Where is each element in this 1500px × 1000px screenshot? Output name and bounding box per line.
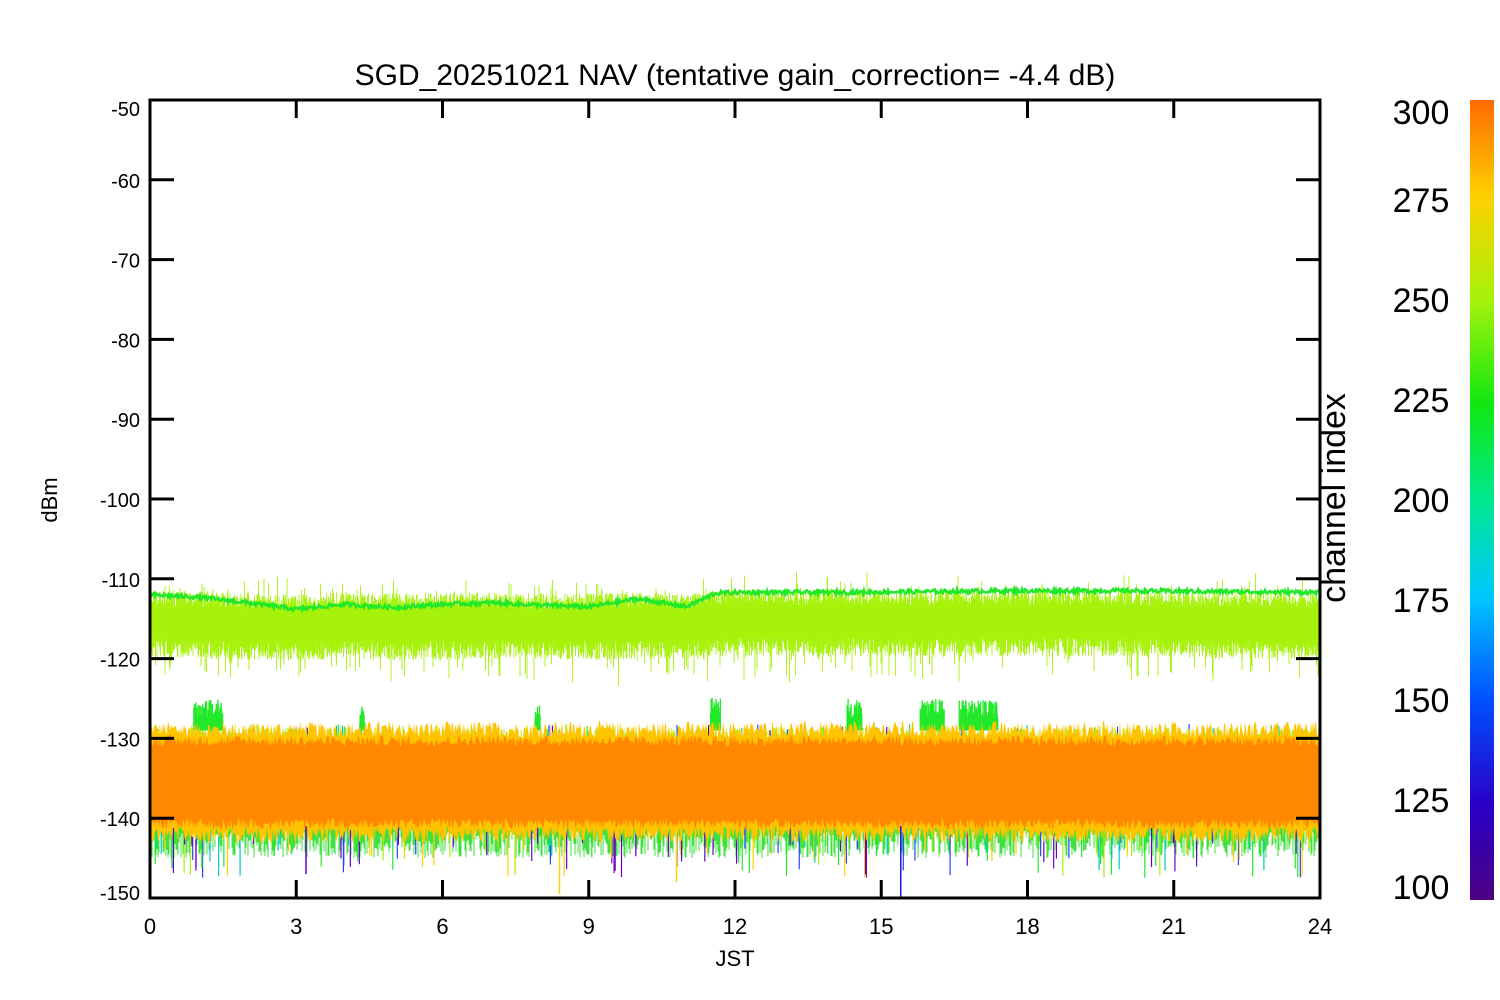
colorbar-tick-label: 175 [1393,582,1450,620]
y-tick-label: -100 [100,490,140,512]
series-ch290 [150,720,1320,898]
y-tick-label: -80 [111,330,140,352]
x-tick-label: 9 [583,914,595,939]
x-tick-label: 0 [144,914,156,939]
y-axis: -50 -60 -70 -80 -90 -100 -110 -120 -130 -140 -150 [100,99,1320,905]
colorbar-tick-label: 275 [1393,182,1450,220]
colorbar-label: channel index [1315,393,1353,603]
y-tick-label: -90 [111,410,140,432]
y-tick-label: -120 [100,650,140,672]
colorbar-tick-label: 225 [1393,382,1450,420]
colorbar-tick-label: 100 [1393,869,1450,907]
colorbar-axis: 300 275 250 225 200 175 150 125 100 [1393,94,1450,907]
x-axis: 0 3 6 9 12 15 18 21 24 [144,100,1332,939]
x-tick-label: 24 [1308,914,1332,939]
y-tick-label: -60 [111,171,140,193]
x-tick-label: 6 [436,914,448,939]
y-tick-label: -130 [100,729,140,751]
y-axis-label: dBm [37,477,62,522]
series-fringe [150,697,1320,878]
colorbar-tick-label: 125 [1393,782,1450,820]
y-tick-label: -140 [100,809,140,831]
series-ch230 [150,584,1320,614]
y-tick-label: -110 [101,570,140,592]
colorbar-tick-label: 250 [1393,282,1450,320]
x-tick-label: 18 [1015,914,1039,939]
x-tick-label: 15 [869,914,893,939]
chart-title: SGD_20251021 NAV (tentative gain_correct… [355,59,1116,92]
colorbar-tick-label: 200 [1393,482,1450,520]
x-axis-label: JST [715,946,754,971]
y-tick-label: -150 [100,883,140,905]
y-tick-label: -70 [111,251,140,273]
colorbar-tick-label: 300 [1393,94,1450,132]
x-tick-label: 3 [290,914,302,939]
x-tick-label: 21 [1162,914,1186,939]
plot-area [150,571,1320,898]
colorbar-tick-label: 150 [1393,682,1450,720]
y-tick-label: -50 [111,99,140,121]
series-ch262 [150,571,1320,686]
x-tick-label: 12 [723,914,747,939]
colorbar [1470,100,1494,900]
